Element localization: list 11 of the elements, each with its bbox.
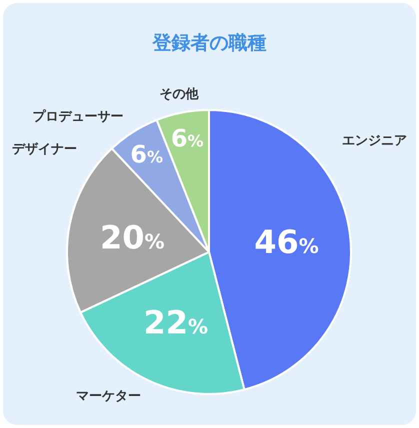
data-label: 6% [170, 124, 204, 153]
data-label: 46% [254, 223, 319, 262]
data-label: 22% [143, 304, 208, 342]
slice-label: マーケター [76, 389, 141, 404]
slice-label: その他 [160, 87, 200, 102]
data-label: 20% [100, 218, 165, 256]
slice-label: デザイナー [12, 142, 77, 158]
slice-label: プロデューサー [32, 108, 124, 124]
slice-label: エンジニア [342, 134, 407, 149]
data-label: 6% [130, 140, 163, 169]
chart-title: 登録者の職種 [151, 31, 268, 56]
